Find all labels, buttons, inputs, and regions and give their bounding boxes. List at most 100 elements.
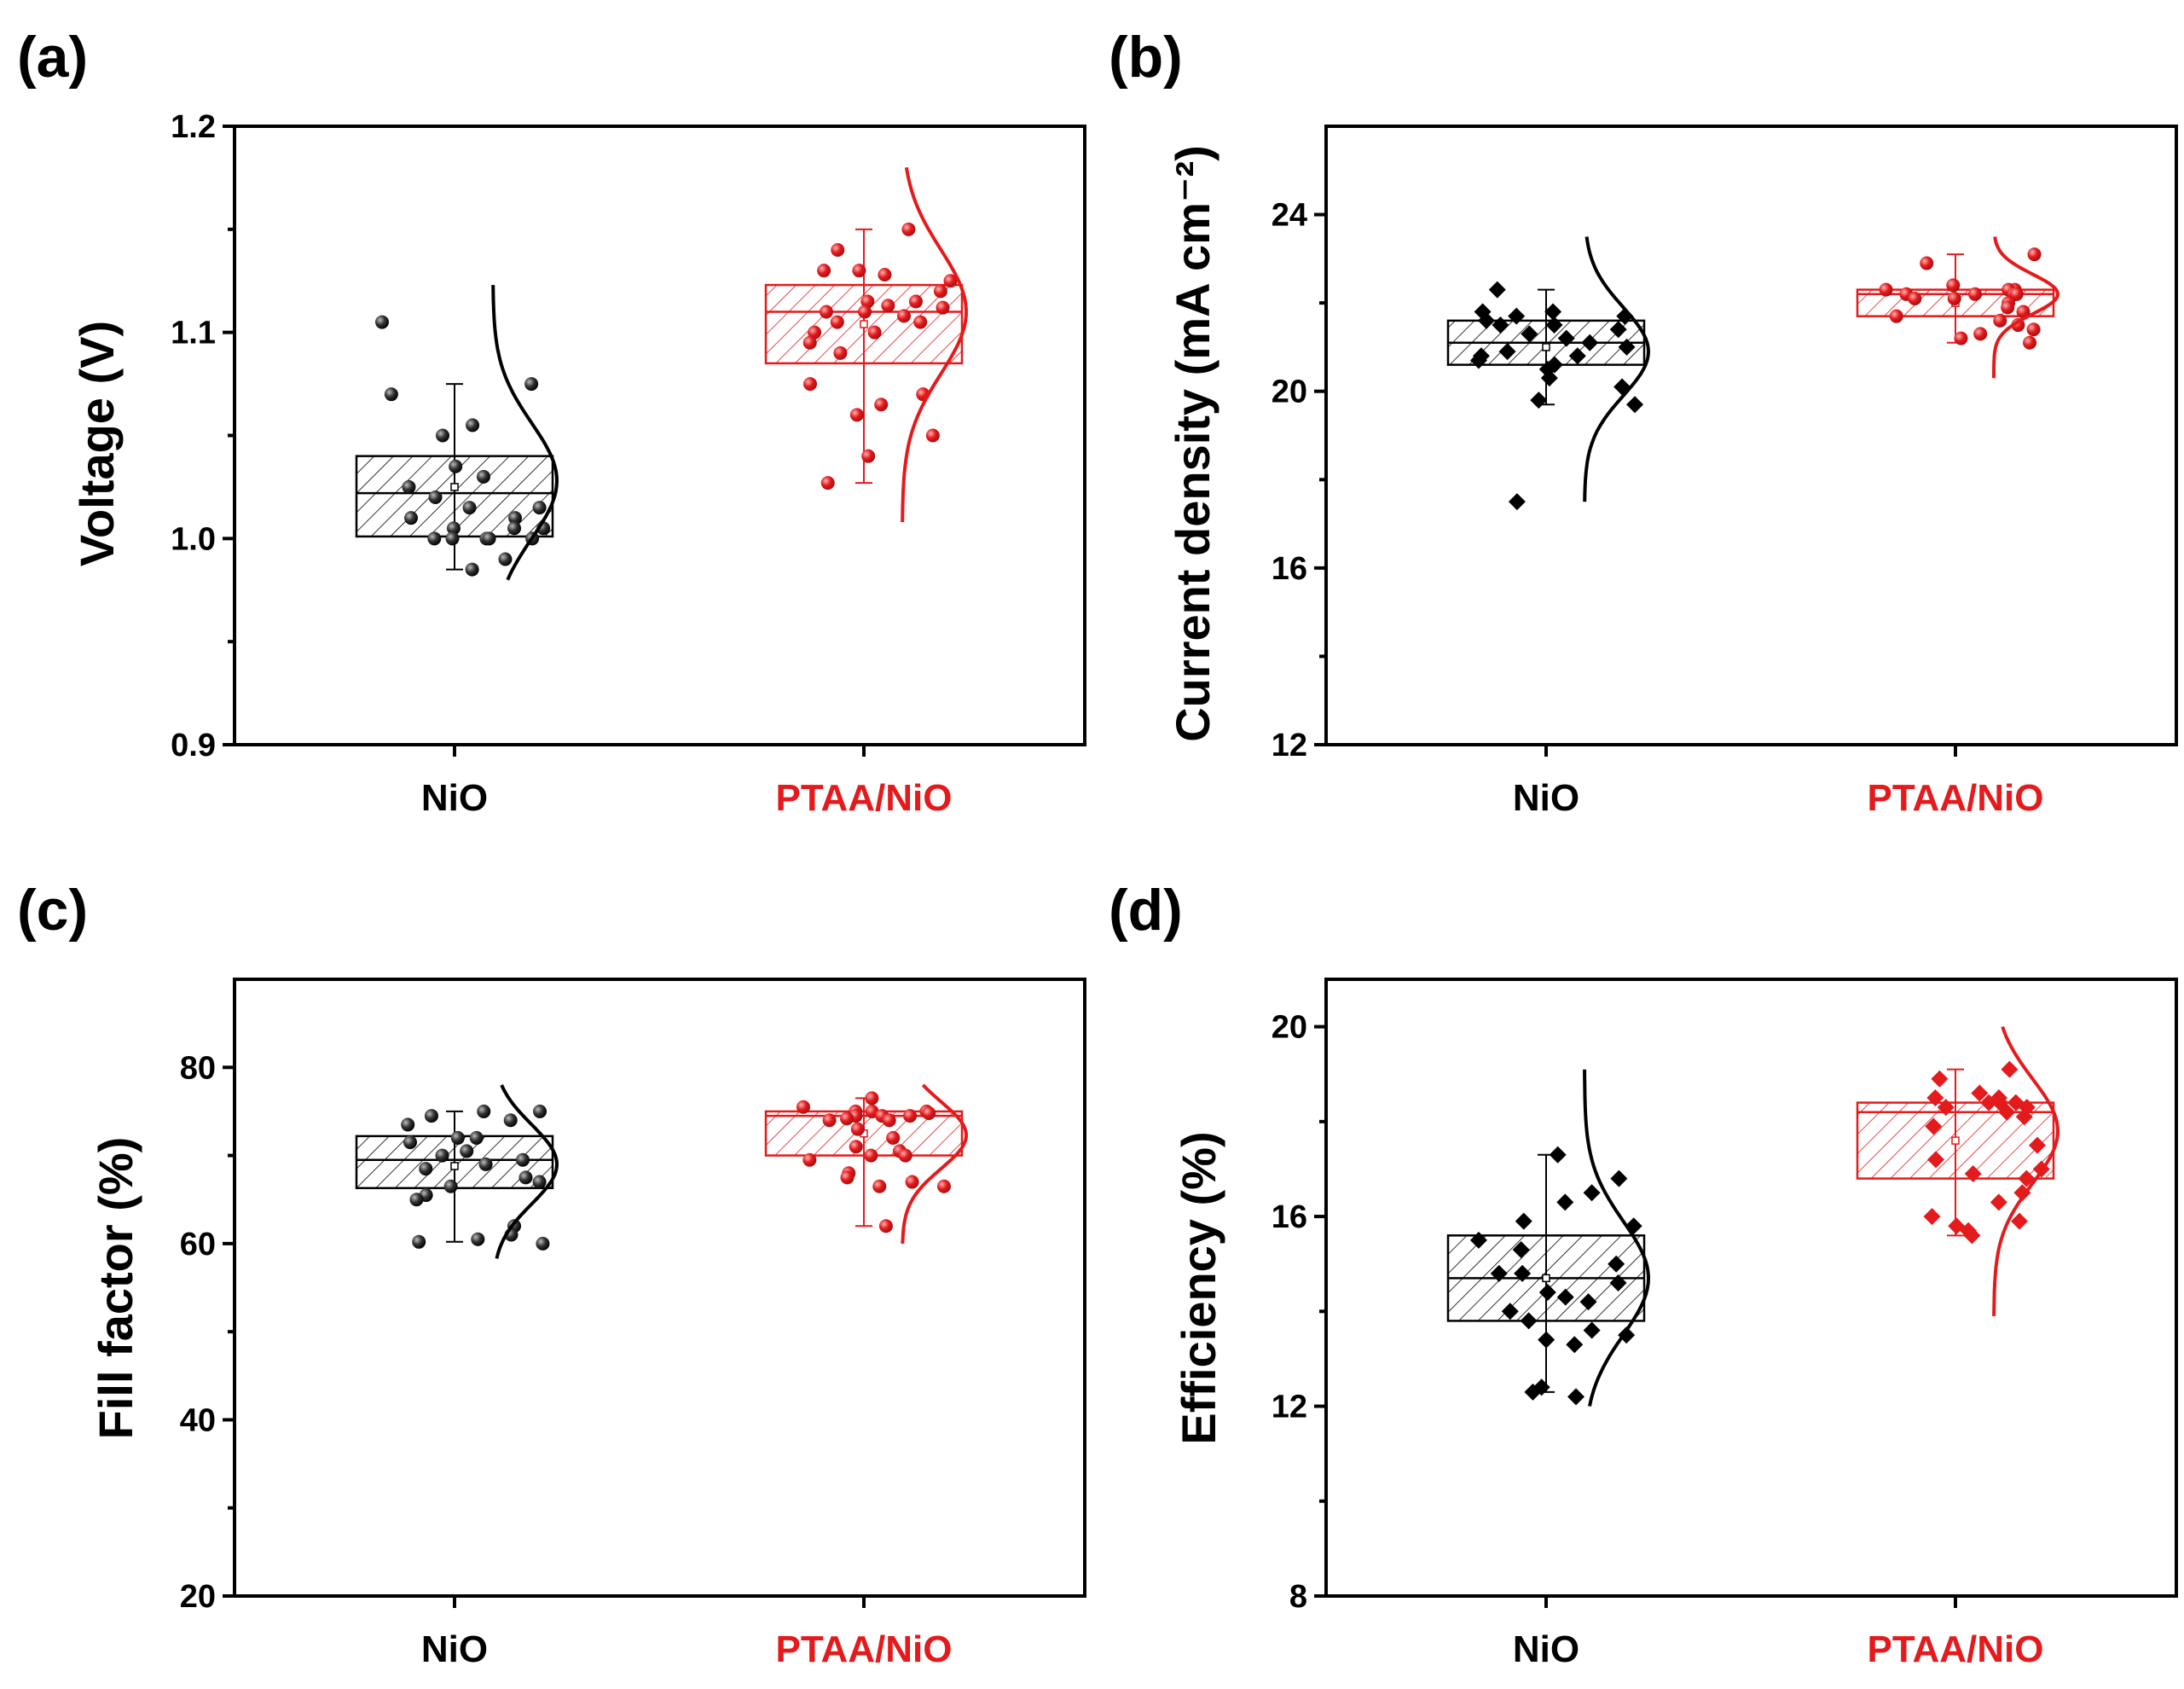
- data-point: [874, 398, 889, 412]
- plot-frame: [233, 978, 1086, 1598]
- y-tick-label: 12: [1272, 1390, 1307, 1425]
- data-point: [375, 315, 389, 329]
- data-point: [401, 1117, 415, 1132]
- data-point: [878, 268, 892, 282]
- data-point: [878, 1219, 893, 1233]
- data-point: [450, 1130, 465, 1145]
- data-point: [515, 1152, 530, 1167]
- category-label-ptaa-nio: PTAA/NiO: [1868, 777, 2044, 819]
- data-point: [532, 501, 547, 515]
- plot-area-a: 0.9 1.0 1.1 1.2: [171, 109, 1086, 763]
- y-tick-label: 80: [180, 1050, 216, 1086]
- data-point: [443, 1179, 458, 1193]
- data-point: [1540, 369, 1558, 387]
- data-point: [1556, 1288, 1574, 1306]
- data-point: [507, 521, 522, 536]
- data-point: [1508, 493, 1526, 511]
- data-point: [471, 1232, 485, 1246]
- data-point: [822, 1113, 837, 1128]
- data-point: [466, 418, 480, 432]
- data-point: [1954, 331, 1968, 345]
- category-label-nio: NiO: [421, 777, 488, 819]
- distribution-curve: [1992, 1025, 2060, 1316]
- data-point: [849, 408, 864, 422]
- y-axis-label-current-density: Current density (mA cm⁻²): [1166, 145, 1219, 742]
- data-point: [1514, 1264, 1532, 1282]
- data-point: [865, 1091, 879, 1106]
- panel-letter-d: (d): [1109, 878, 1183, 943]
- data-point: [905, 1175, 919, 1189]
- data-point: [1469, 351, 1487, 369]
- data-point: [1964, 1165, 1982, 1183]
- y-tick-label: 8: [1289, 1579, 1307, 1615]
- data-point: [403, 1135, 417, 1150]
- data-point: [808, 325, 822, 340]
- plot-area-d: 8 12 16 20: [1272, 978, 2178, 1615]
- category-label-nio: NiO: [1513, 777, 1579, 819]
- data-point: [1568, 347, 1586, 365]
- data-point: [802, 335, 817, 350]
- data-point: [1501, 1303, 1519, 1320]
- data-point: [936, 300, 950, 315]
- distribution-curve: [901, 1083, 969, 1244]
- data-point: [840, 1170, 854, 1185]
- data-point: [1520, 1312, 1538, 1330]
- data-point: [1980, 1094, 1998, 1111]
- data-point: [482, 531, 496, 546]
- y-tick-label: 20: [1272, 1010, 1307, 1046]
- data-point: [1610, 1170, 1628, 1187]
- data-point: [1490, 1264, 1508, 1282]
- data-point: [913, 315, 928, 329]
- data-point: [1973, 327, 1988, 341]
- plot-frame: [1324, 125, 2178, 746]
- data-point: [1579, 1293, 1597, 1311]
- data-point: [850, 1122, 865, 1136]
- data-point: [1879, 282, 1893, 297]
- y-tick-label: 24: [1272, 198, 1307, 234]
- data-point: [1990, 1193, 2007, 1211]
- data-point: [1609, 321, 1627, 339]
- data-point: [1971, 1084, 1989, 1102]
- box-mean-marker: [450, 483, 459, 491]
- data-point: [2027, 247, 2042, 262]
- y-axis-label-voltage: Voltage (V): [70, 321, 124, 566]
- data-point: [840, 1111, 854, 1126]
- data-point: [412, 1234, 426, 1249]
- data-point: [1926, 1089, 1944, 1107]
- data-point: [1967, 287, 1982, 301]
- data-point: [384, 387, 398, 402]
- data-point: [1545, 316, 1563, 334]
- data-point: [881, 299, 895, 313]
- data-point: [1538, 1331, 1555, 1349]
- data-point: [524, 377, 539, 392]
- category-label-nio: NiO: [421, 1628, 488, 1670]
- data-point: [508, 511, 523, 525]
- y-tick-label: 20: [1272, 374, 1307, 410]
- data-point: [830, 315, 844, 329]
- data-point: [462, 501, 477, 515]
- data-point: [936, 1179, 951, 1193]
- data-point: [465, 562, 479, 577]
- data-point: [820, 476, 835, 490]
- distribution-curve: [1583, 1069, 1651, 1407]
- data-point: [1908, 291, 1922, 305]
- data-point: [419, 1162, 433, 1176]
- data-point: [409, 1193, 424, 1207]
- data-point: [536, 1236, 550, 1251]
- data-point: [428, 490, 443, 504]
- data-point: [1931, 1070, 1949, 1088]
- data-point: [498, 552, 513, 566]
- data-point: [460, 1144, 474, 1158]
- data-point: [943, 274, 958, 288]
- data-point: [1927, 1151, 1945, 1169]
- data-point: [896, 309, 911, 323]
- data-point: [424, 1109, 438, 1123]
- data-point: [1508, 307, 1526, 325]
- data-point: [803, 377, 818, 392]
- data-point: [532, 1175, 547, 1189]
- y-tick-label: 60: [180, 1227, 216, 1262]
- box-mean-marker: [450, 1162, 459, 1170]
- data-point: [1609, 1274, 1627, 1291]
- data-point: [1608, 1255, 1625, 1273]
- data-point: [2011, 1212, 2029, 1230]
